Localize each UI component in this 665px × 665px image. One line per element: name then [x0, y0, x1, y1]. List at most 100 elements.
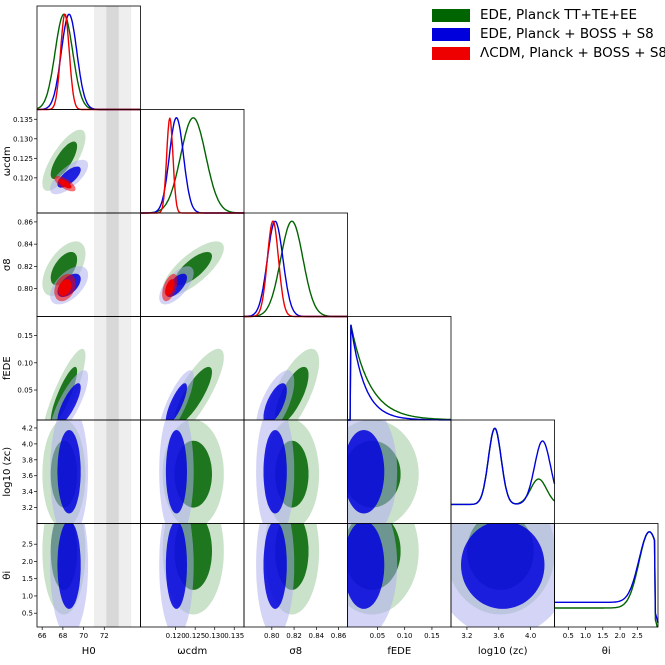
legend-label-lcdm-boss: ΛCDM, Planck + BOSS + S8	[480, 45, 665, 61]
yaxis-label-logzc: log10 (zc)	[2, 447, 13, 497]
contour-1-1.5	[57, 523, 81, 609]
legend-label-ede-boss: EDE, Planck + BOSS + S8	[480, 26, 654, 42]
legend-label-ede-planck: EDE, Planck TT+TE+EE	[480, 7, 638, 23]
ytick-label: 0.135	[13, 116, 33, 124]
contour-1-1.5	[263, 430, 287, 514]
posterior-1	[347, 324, 451, 421]
ytick-label: 1.5	[22, 575, 33, 583]
panel-wcdm-s8	[140, 212, 245, 317]
xtick-label: 66	[38, 632, 47, 640]
xtick-label: 1.5	[597, 632, 608, 640]
contour-2-1.5	[58, 179, 72, 189]
panel-H0-fede	[36, 316, 141, 421]
contour-0-1.5	[50, 141, 78, 179]
ytick-label: 2.5	[22, 541, 33, 549]
panel-frame	[347, 316, 452, 421]
panel-fede-logzc	[347, 419, 452, 524]
posterior-1	[451, 427, 556, 506]
ytick-label: 0.120	[13, 174, 33, 182]
ytick-label: 3.6	[22, 472, 34, 480]
xaxis-label-s8: σ8	[289, 646, 302, 657]
legend: EDE, Planck TT+TE+EE EDE, Planck + BOSS …	[432, 6, 665, 63]
contour-1-1.5	[57, 383, 81, 420]
xtick-label: 0.82	[286, 632, 302, 640]
ytick-label: 3.8	[22, 456, 33, 464]
xtick-label: 0.84	[309, 632, 325, 640]
ytick-label: 3.4	[22, 488, 34, 496]
ytick-label: 0.86	[17, 218, 33, 226]
ytick-label: 2.0	[22, 558, 33, 566]
xtick-label: 4.0	[525, 632, 536, 640]
xtick-label: 1.0	[580, 632, 591, 640]
h0-band-inner	[106, 213, 119, 317]
ytick-label: 0.82	[17, 263, 33, 271]
diag-thetai	[554, 523, 659, 628]
panel-H0-logzc	[36, 419, 141, 524]
xtick-label: 2.5	[632, 632, 643, 640]
xaxis-label-H0: H0	[82, 646, 96, 657]
panel-s8-fede	[243, 316, 348, 421]
ytick-label: 0.125	[13, 155, 33, 163]
xaxis-label-wcdm: ωcdm	[177, 646, 207, 657]
xtick-label: 0.125	[185, 632, 205, 640]
contour-1-1.5	[347, 430, 385, 514]
xtick-label: 0.10	[397, 632, 413, 640]
panel-frame	[243, 212, 348, 317]
ytick-label: 1.0	[22, 592, 33, 600]
contour-1-1.5	[347, 523, 385, 609]
xtick-label: 70	[79, 632, 88, 640]
xtick-label: 0.120	[166, 632, 186, 640]
yaxis-label-fede: fEDE	[2, 356, 13, 380]
ytick-label: 0.5	[22, 610, 33, 618]
xtick-label: 2.0	[614, 632, 625, 640]
contour-1-1.5	[263, 523, 287, 609]
panel-logzc-thetai	[450, 523, 555, 628]
posterior-0	[347, 324, 451, 421]
legend-item-lcdm-boss: ΛCDM, Planck + BOSS + S8	[432, 44, 665, 63]
panel-H0-s8	[36, 212, 141, 317]
h0-band-inner	[106, 420, 119, 524]
panel-frame	[140, 109, 245, 214]
xtick-label: 72	[100, 632, 109, 640]
panel-wcdm-fede	[140, 316, 245, 421]
xtick-label: 0.15	[424, 632, 440, 640]
contour-1-1.5	[461, 523, 545, 609]
contour-0-1.5	[50, 252, 78, 286]
xaxis-label-thetai: θi	[602, 646, 611, 657]
h0-band-inner	[106, 316, 119, 420]
panel-frame	[36, 5, 141, 110]
legend-item-ede-boss: EDE, Planck + BOSS + S8	[432, 25, 665, 44]
posterior-1	[140, 117, 244, 214]
xtick-label: 0.80	[264, 632, 280, 640]
panel-frame	[450, 419, 555, 524]
diag-logzc	[450, 419, 556, 524]
ytick-label: 0.84	[17, 241, 33, 249]
legend-swatch-ede-planck	[432, 9, 470, 22]
diag-wcdm	[140, 109, 245, 214]
contour-1-1.5	[165, 523, 187, 609]
ytick-label: 0.10	[17, 359, 33, 367]
xaxis-label-fede: fEDE	[387, 646, 411, 657]
ytick-label: 4.2	[22, 424, 33, 432]
panel-s8-logzc	[243, 419, 348, 524]
xtick-label: 0.130	[205, 632, 225, 640]
panel-H0-thetai	[36, 523, 141, 628]
diag-H0	[36, 5, 141, 111]
posterior-1	[554, 531, 659, 624]
ytick-label: 3.2	[22, 504, 33, 512]
legend-item-ede-planck: EDE, Planck TT+TE+EE	[432, 6, 665, 25]
ytick-label: 0.80	[17, 285, 33, 293]
diag-s8	[243, 212, 348, 318]
panel-s8-thetai	[243, 523, 348, 628]
yaxis-label-thetai: θi	[2, 571, 13, 580]
ytick-label: 0.05	[17, 387, 33, 395]
contour-2-1.5	[165, 279, 175, 296]
panel-wcdm-thetai	[140, 523, 245, 628]
legend-swatch-lcdm-boss	[432, 47, 470, 60]
xtick-label: 3.6	[493, 632, 505, 640]
contour-2-1.5	[58, 279, 72, 296]
ytick-label: 4.0	[22, 440, 33, 448]
h0-band-inner	[106, 109, 119, 213]
posterior-1	[244, 220, 348, 318]
